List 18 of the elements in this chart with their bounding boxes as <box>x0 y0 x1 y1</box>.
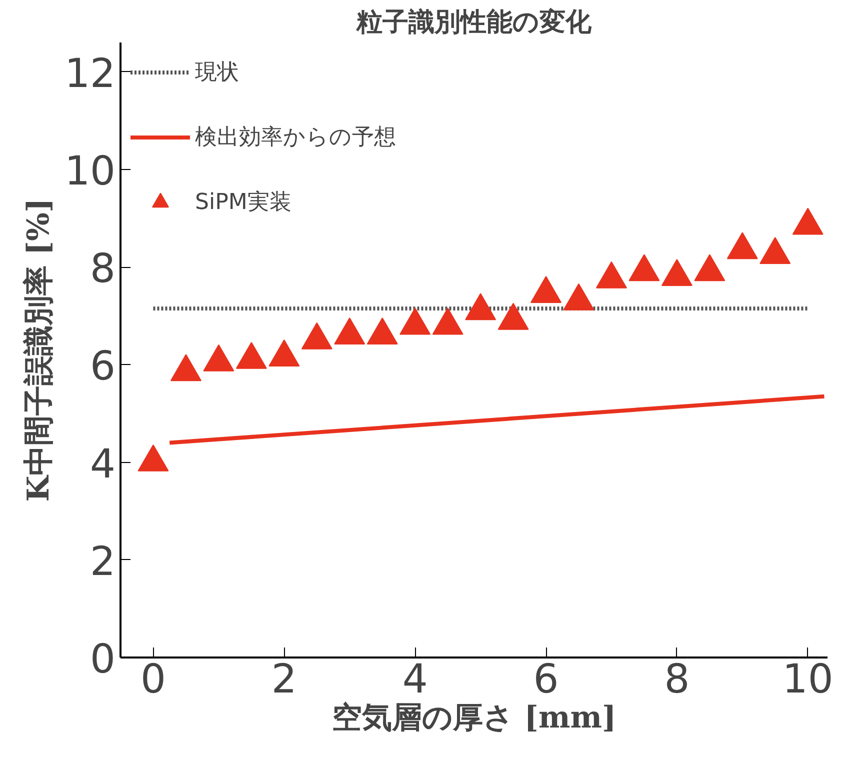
y-axis-title: K中間子誤識別率 [%] <box>22 198 57 502</box>
x-tick-label: 4 <box>402 656 428 702</box>
legend-label: 検出効率からの予想 <box>195 124 396 152</box>
y-tick-label: 2 <box>90 538 116 585</box>
legend-label: SiPM実装 <box>195 189 292 217</box>
x-tick-label: 2 <box>271 656 297 702</box>
y-tick-label: 4 <box>90 441 116 488</box>
legend-label: 現状 <box>195 59 239 87</box>
x-axis-title: 空気層の厚さ [mm] <box>332 700 616 736</box>
x-tick-label: 10 <box>782 656 834 702</box>
x-tick-label: 0 <box>140 656 166 702</box>
y-tick-label: 6 <box>90 344 116 390</box>
y-tick-label: 12 <box>64 50 116 97</box>
y-tick-label: 10 <box>64 148 116 194</box>
chart-title: 粒子識別性能の変化 <box>356 8 592 38</box>
y-tick-label: 8 <box>90 246 116 292</box>
x-tick-label: 6 <box>533 656 559 702</box>
x-tick-label: 8 <box>664 656 690 702</box>
